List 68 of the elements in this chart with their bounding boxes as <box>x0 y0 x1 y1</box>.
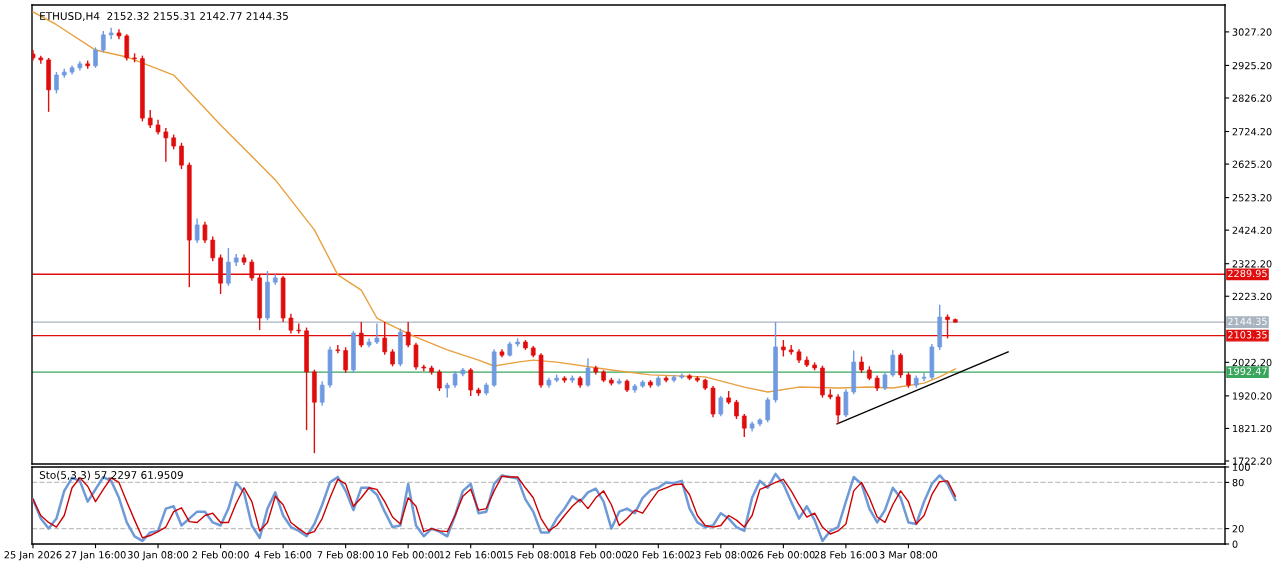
candlestick <box>374 322 380 345</box>
x-tick-label: 15 Feb 08:00 <box>502 550 565 559</box>
y-tick-label: 1920.20 <box>1233 392 1272 400</box>
candlestick <box>147 109 153 129</box>
y-tick-label: 2424.20 <box>1232 226 1272 234</box>
x-tick-label: 25 Jan 2026 <box>4 551 62 561</box>
x-tick-label: 4 Feb 16:00 <box>254 550 312 559</box>
candlestick <box>890 349 896 378</box>
x-tick-label: 23 Feb 08:00 <box>689 550 753 559</box>
y-tick-label: 2523.20 <box>1232 194 1272 202</box>
candlestick <box>124 33 130 62</box>
y-tick-label: 80 <box>1232 478 1244 487</box>
y-tick-label: 2826.20 <box>1232 94 1272 102</box>
y-tick-label: 0 <box>1232 540 1238 548</box>
y-tick-label: 100 <box>1233 463 1250 471</box>
candlestick <box>335 344 341 354</box>
candlestick <box>288 313 294 335</box>
candlestick <box>343 346 348 374</box>
x-tick-label: 26 Feb 00:00 <box>752 550 815 559</box>
x-tick-label: 28 Feb 16:00 <box>814 550 878 559</box>
ref-line-label: 2144.35 <box>1228 317 1267 325</box>
text: ETHUSD,H4 2152.32 2155.31 2142.77 2144.35 <box>40 12 288 22</box>
y-tick-label: 2022.20 <box>1232 358 1272 367</box>
y-tick-label: 2322.20 <box>1232 260 1272 268</box>
candlestick <box>413 341 419 371</box>
y-tick-label: 3027.20 <box>1232 28 1272 36</box>
candlestick <box>835 393 841 425</box>
x-tick-label: 10 Feb 00:00 <box>377 550 440 559</box>
candlestick <box>734 399 739 420</box>
x-tick-label: 20 Feb 16:00 <box>627 550 690 559</box>
candlestick <box>179 142 184 170</box>
candlestick <box>741 413 747 438</box>
candlestick <box>765 396 771 423</box>
ref-line-label: 1992.47 <box>1228 367 1267 375</box>
y-tick-label: 2925.20 <box>1232 61 1272 70</box>
y-tick-label: 2223.20 <box>1232 292 1272 301</box>
candlestick <box>226 247 231 287</box>
x-tick-label: 7 Feb 08:00 <box>317 550 374 559</box>
y-tick-label: 1821.20 <box>1233 424 1272 433</box>
candlestick <box>468 367 474 397</box>
candlestick <box>437 368 442 392</box>
line-series <box>32 11 957 393</box>
y-tick-label: 1722.20 <box>1233 457 1272 465</box>
y-tick-label: 2625.20 <box>1232 160 1272 168</box>
x-tick-label: 30 Jan 08:00 <box>128 551 189 561</box>
y-tick-label: 2724.20 <box>1232 128 1272 136</box>
x-tick-label: 12 Feb 16:00 <box>439 550 502 559</box>
candlestick <box>202 220 208 244</box>
candlestick <box>210 235 216 262</box>
x-tick-label: 2 Feb 00:00 <box>192 550 249 559</box>
candlestick <box>718 395 724 418</box>
x-tick-label: 3 Mar 08:00 <box>879 551 938 559</box>
x-tick-label: 27 Jan 16:00 <box>65 551 126 561</box>
y-tick-label: 20 <box>1232 525 1244 533</box>
candlestick <box>921 372 927 382</box>
candlestick <box>319 380 325 407</box>
x-tick-label: 18 Feb 00:00 <box>564 550 628 559</box>
ref-line-label: 2289.95 <box>1228 269 1267 278</box>
candlestick <box>843 388 849 419</box>
candlestick <box>898 352 903 379</box>
candlestick <box>93 46 98 69</box>
candlestick <box>194 217 200 244</box>
ref-line-label: 2103.35 <box>1228 331 1267 339</box>
candlestick <box>54 71 59 95</box>
candlestick <box>585 357 591 388</box>
candlestick <box>163 127 169 163</box>
candlestick <box>101 30 106 54</box>
chart-title: Sto(5,3,3) 57.2297 61.9509 <box>39 470 183 481</box>
